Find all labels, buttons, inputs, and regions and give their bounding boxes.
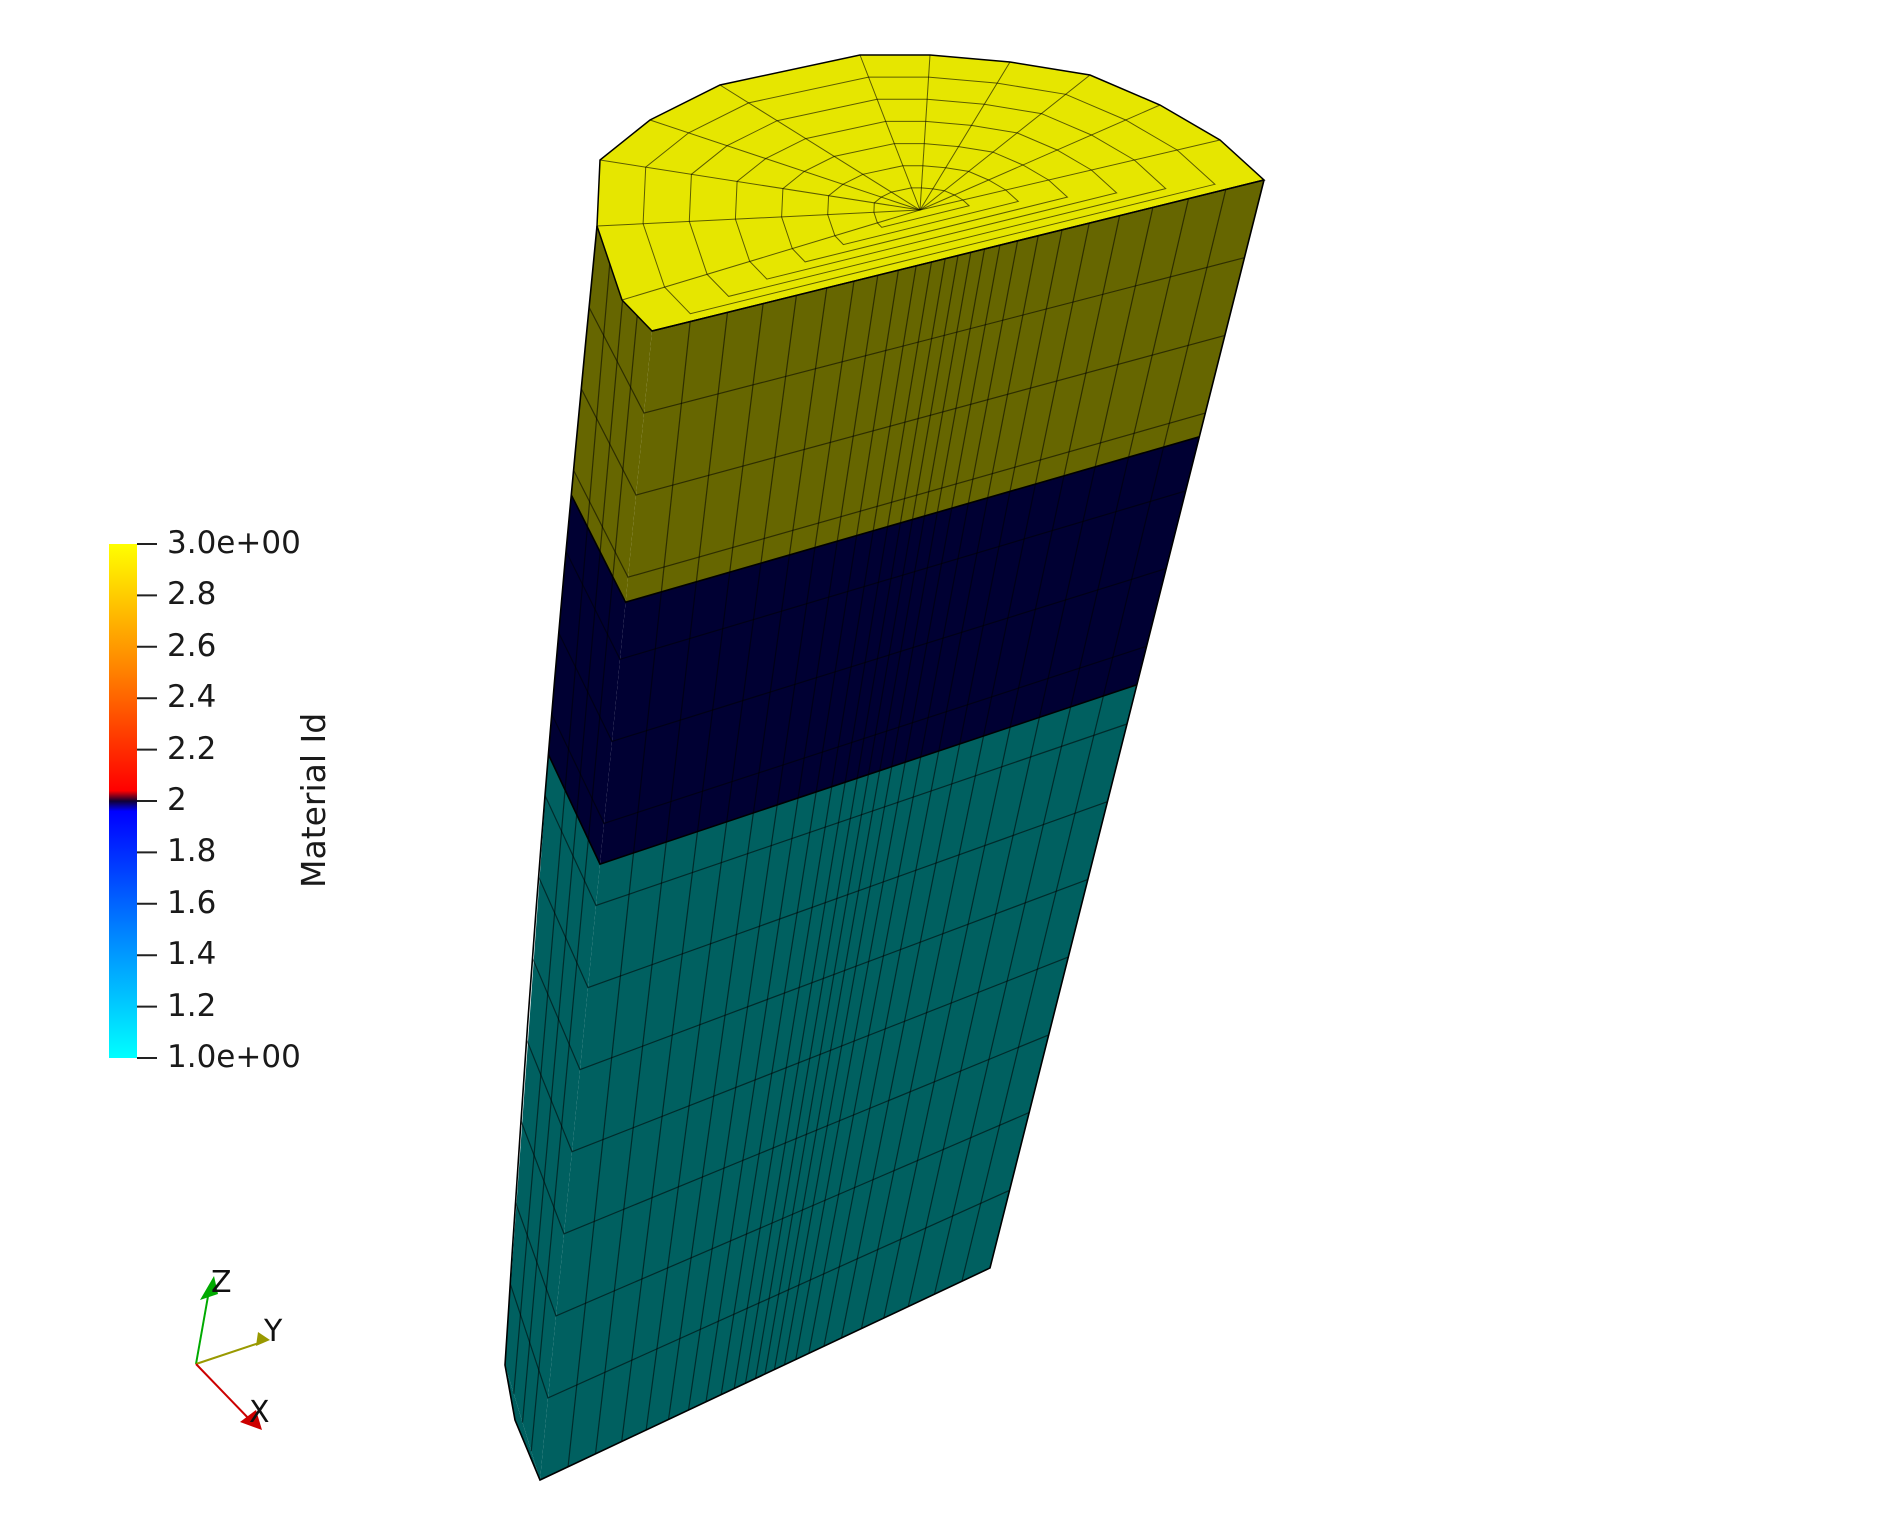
body-outline [504, 179, 1265, 1482]
top-mesh-line [649, 119, 921, 211]
top-mesh-line [919, 104, 1161, 211]
z-axis-line [195, 1284, 211, 1365]
mesh-line [558, 568, 1167, 743]
colorbar-title: Material Id [294, 712, 333, 888]
layer-boundary [547, 684, 1138, 866]
top-mesh-line [621, 209, 921, 301]
top-mesh-line [919, 74, 1091, 211]
colorbar-tick-label: 2.6 [167, 627, 217, 664]
layer-boundary [570, 436, 1200, 604]
mesh-line [509, 1189, 1010, 1399]
mesh-line [521, 278, 626, 1423]
mesh-line [514, 1112, 1030, 1317]
top-mesh-line [919, 54, 931, 211]
mesh-line [526, 956, 1069, 1153]
colorbar-tick-label: 3.0e+00 [167, 525, 301, 561]
orientation-axes-triad [195, 1276, 270, 1430]
top-mesh-ring [734, 120, 1118, 280]
colorbar [109, 543, 157, 1059]
mesh-line [544, 723, 1128, 907]
top-front-edge [651, 179, 1265, 332]
top-mesh-line [919, 139, 1221, 211]
x-axis-arrow-icon [240, 1410, 262, 1430]
mesh-line [530, 304, 639, 1452]
axis-label-x: X [249, 1395, 270, 1430]
half-cylinder-mesh [504, 54, 1266, 1482]
top-mesh-line [859, 54, 921, 211]
lower-layer-curved-face [505, 754, 600, 1480]
top-mesh-ring [688, 98, 1167, 297]
top-mesh-line [596, 209, 921, 227]
colorbar-gradient [109, 544, 137, 1058]
colorbar-tick-label: 1.0e+00 [167, 1039, 301, 1075]
middle-layer-curved-face [548, 494, 626, 865]
mesh-line [572, 412, 1206, 578]
top-mesh-ring [827, 165, 1020, 246]
top-mesh-line [919, 61, 1011, 211]
mesh-line [513, 252, 612, 1394]
mesh-line [520, 1034, 1049, 1235]
colorbar-tick-label: 2.2 [167, 730, 217, 767]
mesh-line [531, 878, 1089, 1071]
top-mesh-ring [781, 143, 1069, 263]
z-axis-arrow-icon [200, 1276, 218, 1300]
colorbar-ticks [137, 543, 157, 1059]
mesh-line [551, 645, 1147, 825]
colorbar-tick-label: 2.4 [167, 679, 217, 716]
colorbar-tick-label: 2.8 [167, 576, 217, 613]
colorbar-tick-label: 1.2 [167, 987, 217, 1024]
top-mesh-ring [873, 187, 971, 228]
y-axis-arrow-icon [256, 1332, 270, 1346]
mesh-line [580, 334, 1226, 496]
colorbar-tick-label: 1.4 [167, 936, 217, 973]
top-mesh-line [719, 84, 921, 211]
axis-label-z: Z [211, 1265, 232, 1300]
top-mesh-line [599, 159, 921, 211]
mesh-line [588, 257, 1245, 414]
colorbar-tick-label: 1.8 [167, 833, 217, 870]
axis-label-y: Y [264, 1314, 283, 1349]
y-axis-line [195, 1341, 263, 1365]
upper-layer-curved-face [571, 226, 652, 603]
mesh-line [565, 490, 1186, 661]
mesh-line [538, 801, 1108, 989]
x-axis-line [195, 1363, 253, 1423]
color-legend: 3.0e+00 2.8 2.6 2.4 2.2 2 1.8 1.6 1.4 1.2 1.0e+00 … [0, 0, 400, 1100]
top-mesh-ring [642, 76, 1216, 315]
lower-layer-front-face [540, 684, 1137, 1480]
colorbar-tick-label: 1.6 [167, 884, 217, 921]
colorbar-tick-label: 2 [167, 782, 187, 818]
